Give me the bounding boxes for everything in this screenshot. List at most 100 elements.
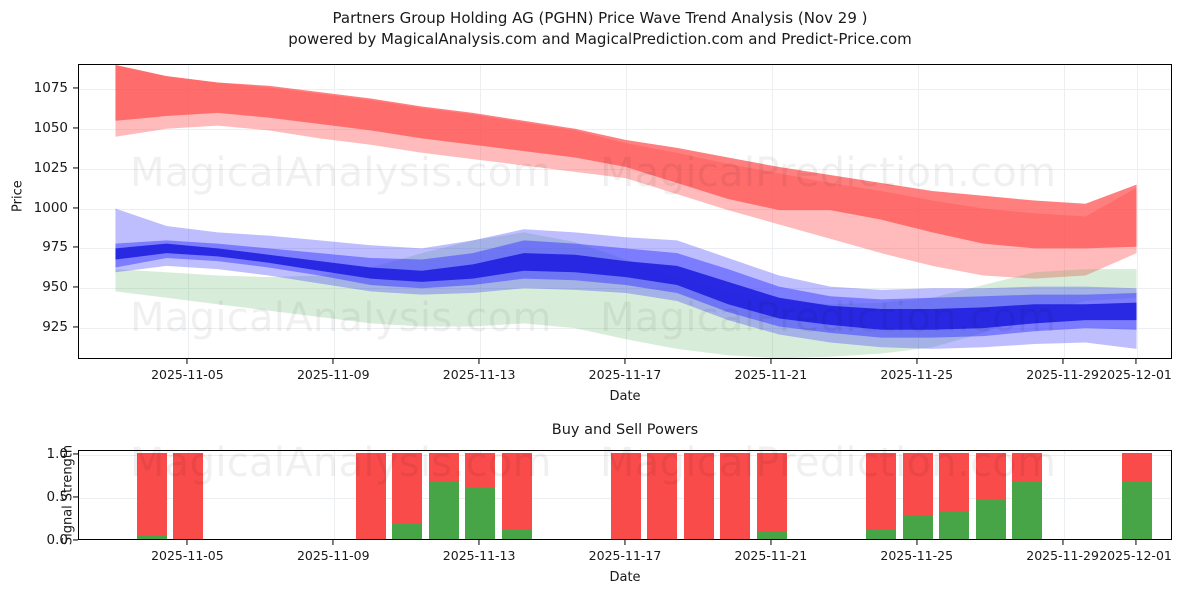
sell-power-segment (173, 453, 204, 539)
buy-power-segment (465, 488, 496, 539)
signal-bar[interactable] (756, 453, 787, 539)
x-axis-tick (478, 359, 480, 364)
signal-chart-panel (78, 450, 1172, 540)
y-axis-tick (73, 539, 78, 541)
sell-power-segment (866, 453, 897, 539)
x-axis-tick (1134, 540, 1137, 545)
sell-power-segment (501, 453, 532, 539)
x-axis-tick (332, 540, 334, 545)
buy-power-segment (1121, 482, 1152, 539)
gridline (626, 65, 627, 358)
x-axis-tick (332, 359, 334, 364)
y-axis-tick-label: 0.0 (46, 532, 68, 548)
y-axis-tick (73, 286, 78, 288)
x-axis-tick-label: 2025-12-01 (1099, 548, 1172, 563)
x-axis-tick (1062, 540, 1064, 545)
signal-bar[interactable] (611, 453, 641, 539)
buy-power-segment (501, 530, 532, 539)
signal-bar[interactable] (939, 453, 970, 539)
signal-bar[interactable] (136, 453, 167, 539)
x-axis-tick-label: 2025-11-29 (1026, 367, 1099, 382)
signal-bar[interactable] (173, 453, 204, 539)
price-chart-panel (78, 64, 1172, 359)
title-block: Partners Group Holding AG (PGHN) Price W… (0, 8, 1200, 50)
gridline (480, 65, 482, 358)
sell-power-segment (683, 453, 714, 539)
price-chart-plot-area (79, 65, 1171, 358)
y-axis-tick (73, 167, 78, 169)
x-axis-tick (1062, 359, 1064, 364)
x-axis-tick-label: 2025-11-25 (880, 367, 954, 382)
x-axis-tick-label: 2025-11-09 (296, 367, 370, 382)
signal-bar[interactable] (355, 453, 386, 539)
signal-bar[interactable] (428, 453, 459, 539)
gridline (79, 328, 1171, 330)
x-axis-tick (624, 359, 626, 364)
x-axis-tick (770, 359, 772, 364)
signal-bar[interactable] (501, 453, 532, 539)
signal-bar[interactable] (902, 453, 933, 539)
x-axis-title: Date (609, 570, 641, 585)
x-axis-tick-label: 2025-11-17 (588, 367, 662, 382)
page-subtitle: powered by MagicalAnalysis.com and Magic… (288, 30, 912, 48)
price-band-support-blue-core (115, 243, 1137, 330)
y-axis-tick-label: 1050 (33, 119, 68, 136)
x-axis-tick-label: 2025-11-29 (1026, 548, 1099, 563)
price-band-resistance-inner (115, 65, 1137, 249)
x-axis-tick (478, 540, 480, 545)
signal-bar[interactable] (465, 453, 496, 539)
y-axis-tick (73, 127, 78, 129)
y-axis-tick-label: 1000 (33, 199, 68, 216)
x-axis-tick (770, 540, 772, 545)
gridline (79, 288, 1171, 290)
signal-bar[interactable] (647, 453, 678, 539)
signal-bar[interactable] (975, 453, 1006, 539)
x-axis-tick-label: 2025-11-05 (151, 367, 224, 382)
buy-power-segment (136, 535, 167, 539)
buy-power-segment (756, 531, 787, 539)
buy-power-segment (902, 515, 933, 539)
buy-power-segment (866, 530, 897, 539)
y-axis-tick (73, 246, 78, 248)
y-axis-tick-label: 975 (42, 239, 68, 256)
y-axis-tick-label: 0.5 (46, 489, 68, 506)
signal-chart-title: Buy and Sell Powers (551, 422, 699, 438)
x-axis-tick (916, 359, 918, 364)
y-axis-tick (73, 326, 78, 328)
y-axis-tick (73, 206, 78, 209)
y-axis-tick-label: 925 (42, 319, 68, 336)
buy-power-segment (1012, 481, 1043, 539)
gridline (771, 65, 773, 358)
x-axis-tick (1134, 359, 1137, 364)
signal-bar[interactable] (392, 453, 423, 539)
x-axis-tick (186, 359, 188, 364)
gridline (334, 65, 336, 358)
sell-power-segment (611, 453, 641, 539)
x-axis-tick-label: 2025-12-01 (1099, 367, 1172, 382)
sell-power-segment (355, 453, 386, 539)
x-axis-tick-label: 2025-11-13 (442, 548, 516, 563)
sell-power-segment (136, 453, 167, 539)
y-axis-tick (73, 496, 78, 498)
buy-power-segment (428, 481, 459, 539)
x-axis-tick-label: 2025-11-17 (588, 548, 662, 563)
x-axis-title: Date (609, 389, 641, 404)
y-axis-tick-label: 950 (42, 279, 68, 296)
x-axis-tick (186, 540, 188, 545)
gridline (1136, 65, 1138, 358)
page-title: Partners Group Holding AG (PGHN) Price W… (332, 9, 868, 27)
sell-power-segment (647, 453, 678, 539)
signal-chart-plot-area (79, 451, 1171, 539)
price-bands (115, 65, 1137, 358)
y-axis-tick-label: 1025 (33, 159, 68, 176)
x-axis-tick (916, 540, 918, 545)
signal-bar[interactable] (683, 453, 714, 539)
signal-bar[interactable] (866, 453, 897, 539)
y-axis-tick-label: 1.0 (46, 446, 68, 463)
signal-bar[interactable] (1121, 453, 1152, 539)
signal-bar[interactable] (1012, 453, 1043, 539)
x-axis-tick (624, 540, 626, 545)
signal-bar[interactable] (720, 453, 751, 539)
buy-power-segment (975, 499, 1006, 539)
